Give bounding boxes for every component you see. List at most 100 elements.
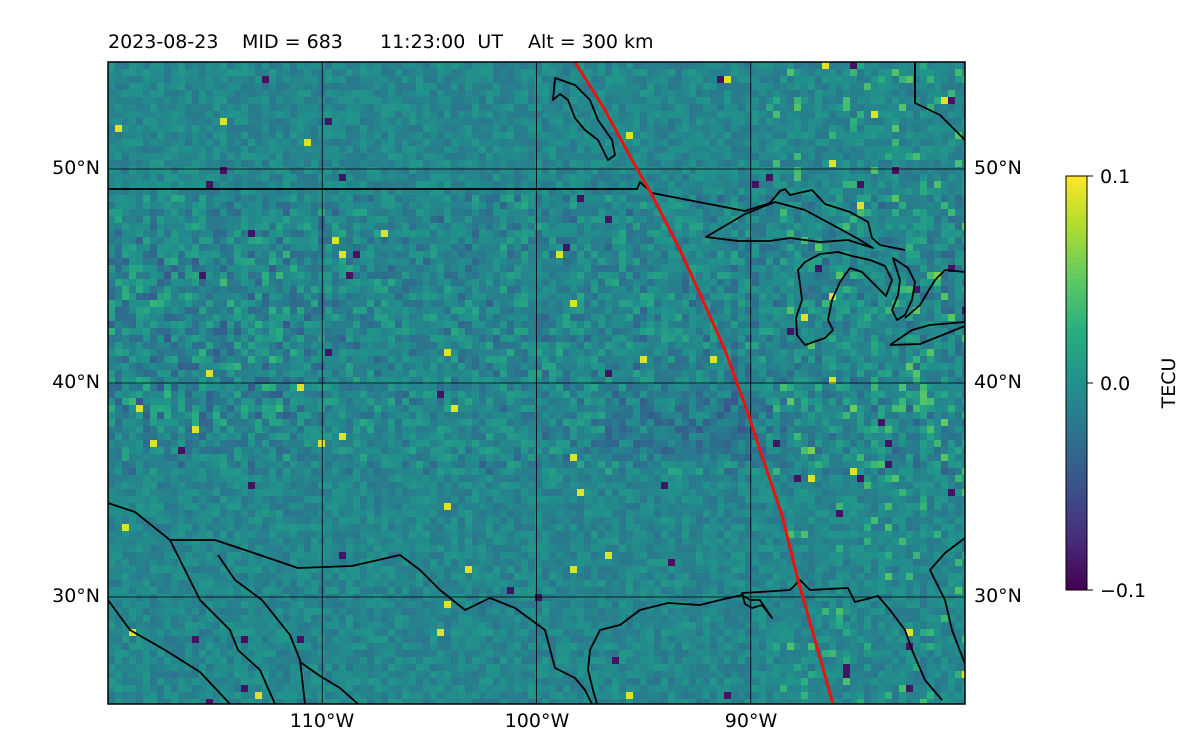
tec-cell [766,251,774,259]
tec-cell [493,104,501,112]
tec-cell [129,237,137,245]
tec-cell [731,153,739,161]
tec-cell [619,335,627,343]
tec-cell [206,76,214,84]
tec-cell [864,104,872,112]
tec-cell [626,223,634,231]
tec-cell [773,251,781,259]
tec-cell [640,307,648,315]
tec-cell [766,188,774,196]
tec-cell [157,125,165,133]
tec-cell [864,111,872,119]
tec-cell [577,104,585,112]
tec-cell [920,167,928,175]
tec-cell [885,279,893,287]
tec-cell [318,328,326,336]
tec-cell [913,146,921,154]
tec-cell [913,125,921,133]
tec-cell [962,76,965,84]
tec-cell [206,230,214,238]
tec-cell [906,272,914,280]
tec-cell [136,251,144,259]
tec-cell [857,251,865,259]
tec-cell [787,279,795,287]
tec-cell [682,244,690,252]
tec-cell [738,293,746,301]
tec-cell [542,62,550,70]
tec-cell [150,167,158,175]
tec-cell [332,167,340,175]
tec-cell [563,104,571,112]
tec-cell [115,223,123,231]
tec-cell [353,104,361,112]
tec-cell [213,314,221,322]
tec-cell [864,300,872,308]
tec-cell [150,195,158,203]
tec-cell [206,202,214,210]
tec-cell [122,167,130,175]
tec-cell [955,265,963,273]
tec-cell [416,265,424,273]
tec-cell [801,104,809,112]
tec-cell [864,97,872,105]
tec-cell [577,209,585,217]
tec-cell [906,97,914,105]
tec-cell [941,181,949,189]
tec-cell [668,251,676,259]
tec-cell [332,188,340,196]
tec-cell [563,251,571,259]
tec-cell [318,125,326,133]
tec-cell [311,167,319,175]
tec-cell [682,279,690,287]
tec-cell [129,230,137,238]
tec-cell [787,188,795,196]
tec-cell [661,244,669,252]
tec-cell [367,111,375,119]
tec-cell [493,342,501,350]
tec-cell [311,69,319,77]
tec-cell [143,321,151,329]
tec-cell [353,76,361,84]
tec-cell [920,125,928,133]
tec-cell [227,167,235,175]
tec-cell [157,279,165,287]
tec-cell [108,230,116,238]
tec-cell [556,265,564,273]
tec-cell [941,146,949,154]
tec-cell [423,223,431,231]
tec-cell [794,174,802,182]
tec-cell [241,328,249,336]
tec-cell [423,279,431,287]
tec-cell [304,104,312,112]
tec-cell [626,132,634,140]
tec-cell [906,293,914,301]
tec-cell [283,195,291,203]
tec-cell [570,174,578,182]
tec-cell [234,104,242,112]
tec-cell [850,139,858,147]
tec-cell [318,153,326,161]
title-time: 11:23:00 UT [380,31,503,53]
tec-cell [437,321,445,329]
tec-cell [661,265,669,273]
tec-cell [402,139,410,147]
tec-cell [472,258,480,266]
tec-cell [815,181,823,189]
tec-cell [654,293,662,301]
tec-cell [234,69,242,77]
tec-cell [115,272,123,280]
tec-cell [409,160,417,168]
tec-cell [367,258,375,266]
tec-cell [549,160,557,168]
tec-cell [423,237,431,245]
tec-cell [122,258,130,266]
tec-cell [885,104,893,112]
tec-cell [206,258,214,266]
tec-cell [402,195,410,203]
tec-cell [255,342,263,350]
tec-cell [689,307,697,315]
tec-cell [556,230,564,238]
tec-cell [752,265,760,273]
tec-cell [668,293,676,301]
tec-cell [164,202,172,210]
